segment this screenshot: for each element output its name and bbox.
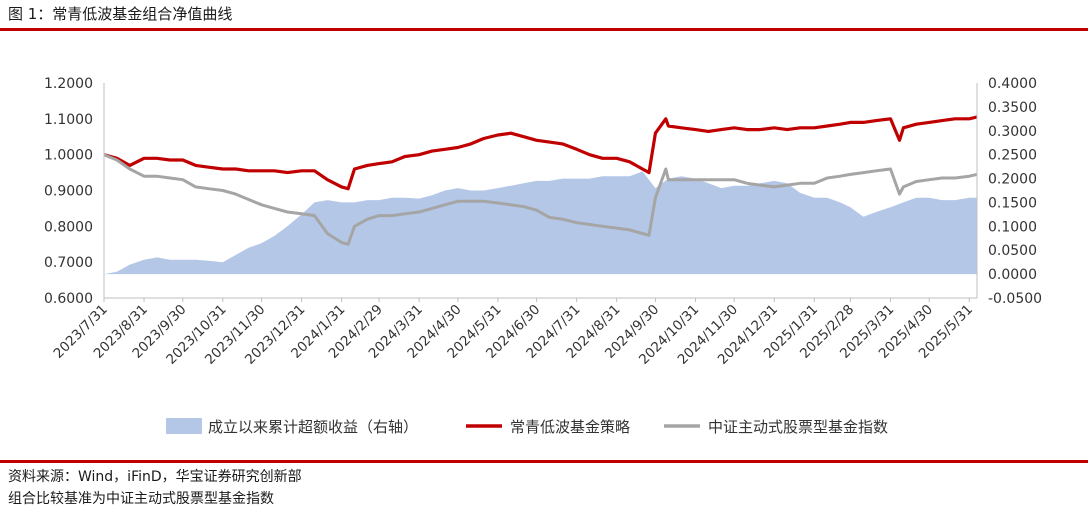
legend-label-excess: 成立以来累计超额收益（右轴） <box>208 418 418 436</box>
right-tick-label: 0.1500 <box>988 195 1037 211</box>
right-tick-label: 0.2000 <box>988 172 1037 188</box>
right-tick-label: 0.4000 <box>988 76 1037 92</box>
left-tick-label: 0.6000 <box>44 291 93 307</box>
chart-svg: 0.6000 0.7000 0.8000 0.9000 1.0000 1.1000 1.20… <box>44 76 1042 436</box>
left-tick-label: 0.7000 <box>44 255 93 271</box>
right-tick-label: 0.2500 <box>988 148 1037 164</box>
legend-label-strategy: 常青低波基金策略 <box>510 418 630 436</box>
left-tick-label: 0.8000 <box>44 219 93 235</box>
left-tick-label: 1.0000 <box>44 148 93 164</box>
legend-label-benchmark: 中证主动式股票型基金指数 <box>708 418 888 436</box>
source-note: 资料来源：Wind，iFinD，华宝证券研究创新部 <box>8 469 302 485</box>
legend: 成立以来累计超额收益（右轴） 常青低波基金策略 中证主动式股票型基金指数 <box>166 418 888 436</box>
footer-rule <box>0 460 1088 463</box>
left-tick-label: 0.9000 <box>44 184 93 200</box>
left-tick-label: 1.2000 <box>44 76 93 92</box>
benchmark-line <box>103 153 978 246</box>
title-rule <box>0 28 1088 31</box>
right-tick-label: -0.0500 <box>988 291 1042 307</box>
right-tick-label: 0.1000 <box>988 219 1037 235</box>
right-tick-label: 0.0500 <box>988 243 1037 259</box>
line-layer <box>103 115 978 246</box>
legend-swatch-excess <box>166 418 202 434</box>
strategy-line <box>103 115 978 191</box>
excess-return-area <box>104 171 977 275</box>
right-tick-label: 0.3000 <box>988 124 1037 140</box>
excess-area-layer <box>104 171 977 275</box>
benchmark-note: 组合比较基准为中证主动式股票型基金指数 <box>8 491 274 507</box>
right-tick-label: 0.3500 <box>988 100 1037 116</box>
left-tick-label: 1.1000 <box>44 112 93 128</box>
figure-title: 图 1：常青低波基金组合净值曲线 <box>8 5 233 23</box>
right-tick-label: 0.0000 <box>988 267 1037 283</box>
